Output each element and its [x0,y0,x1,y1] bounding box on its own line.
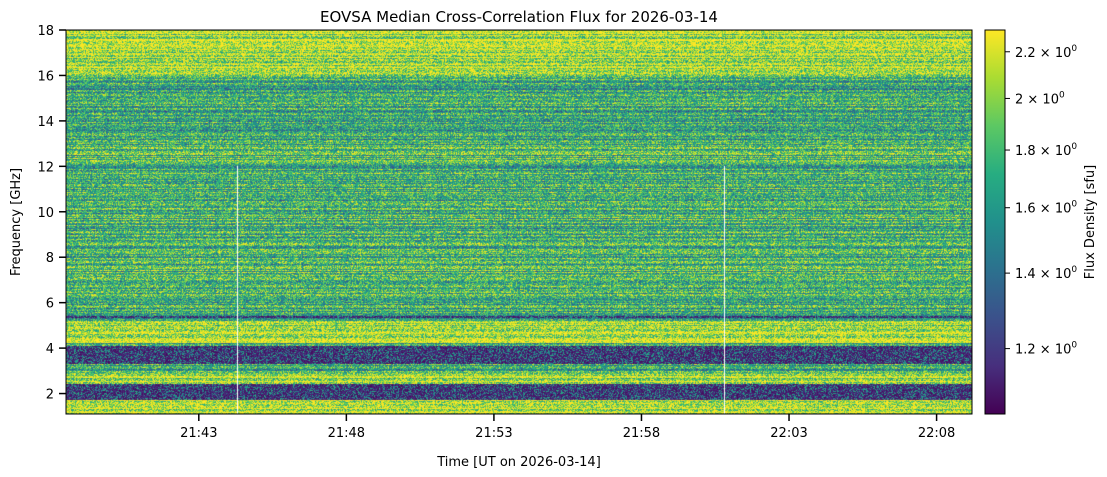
y-tick-label: 16 [37,69,54,84]
x-tick-label: 22:03 [770,426,807,441]
colorbar-tick-label: 2.2 × 100 [1015,44,1077,61]
colorbar-ticks: 1.2 × 100 1.4 × 100 1.6 × 100 1.8 × 100 2 × … [1005,44,1077,358]
y-axis-ticks: 2 4 6 8 10 12 14 16 18 [37,24,66,403]
y-tick-label: 2 [46,388,54,403]
y-tick-label: 10 [37,206,54,221]
x-tick-label: 21:53 [475,426,512,441]
y-axis-label: Frequency [GHz] [9,168,24,276]
colorbar-tick-label: 2 × 100 [1015,90,1065,107]
colorbar-tick-label: 1.6 × 100 [1015,200,1077,217]
y-tick-label: 6 [46,297,54,312]
plot-frame [65,29,973,415]
y-tick-label: 8 [46,251,54,266]
x-tick-label: 21:58 [623,426,660,441]
y-tick-label: 4 [46,342,54,357]
x-axis-label: Time [UT on 2026-03-14] [436,455,601,470]
x-axis-ticks: 21:43 21:48 21:53 21:58 22:03 22:08 [180,414,955,441]
colorbar-tick-label: 1.4 × 100 [1015,265,1077,282]
y-tick-label: 12 [37,160,54,175]
colorbar-label: Flux Density [sfu] [1083,165,1098,279]
chart-title: EOVSA Median Cross-Correlation Flux for … [320,8,718,26]
heatmap-image [66,30,972,414]
x-tick-label: 21:43 [180,426,217,441]
colorbar-tick-label: 1.2 × 100 [1015,341,1077,358]
x-tick-label: 21:48 [328,426,365,441]
y-tick-label: 18 [37,24,54,39]
colorbar-tick-label: 1.8 × 100 [1015,142,1077,159]
colorbar-gradient [984,29,1006,415]
x-tick-label: 22:08 [918,426,955,441]
y-tick-label: 14 [37,115,54,130]
spectrogram-heatmap [66,30,972,414]
